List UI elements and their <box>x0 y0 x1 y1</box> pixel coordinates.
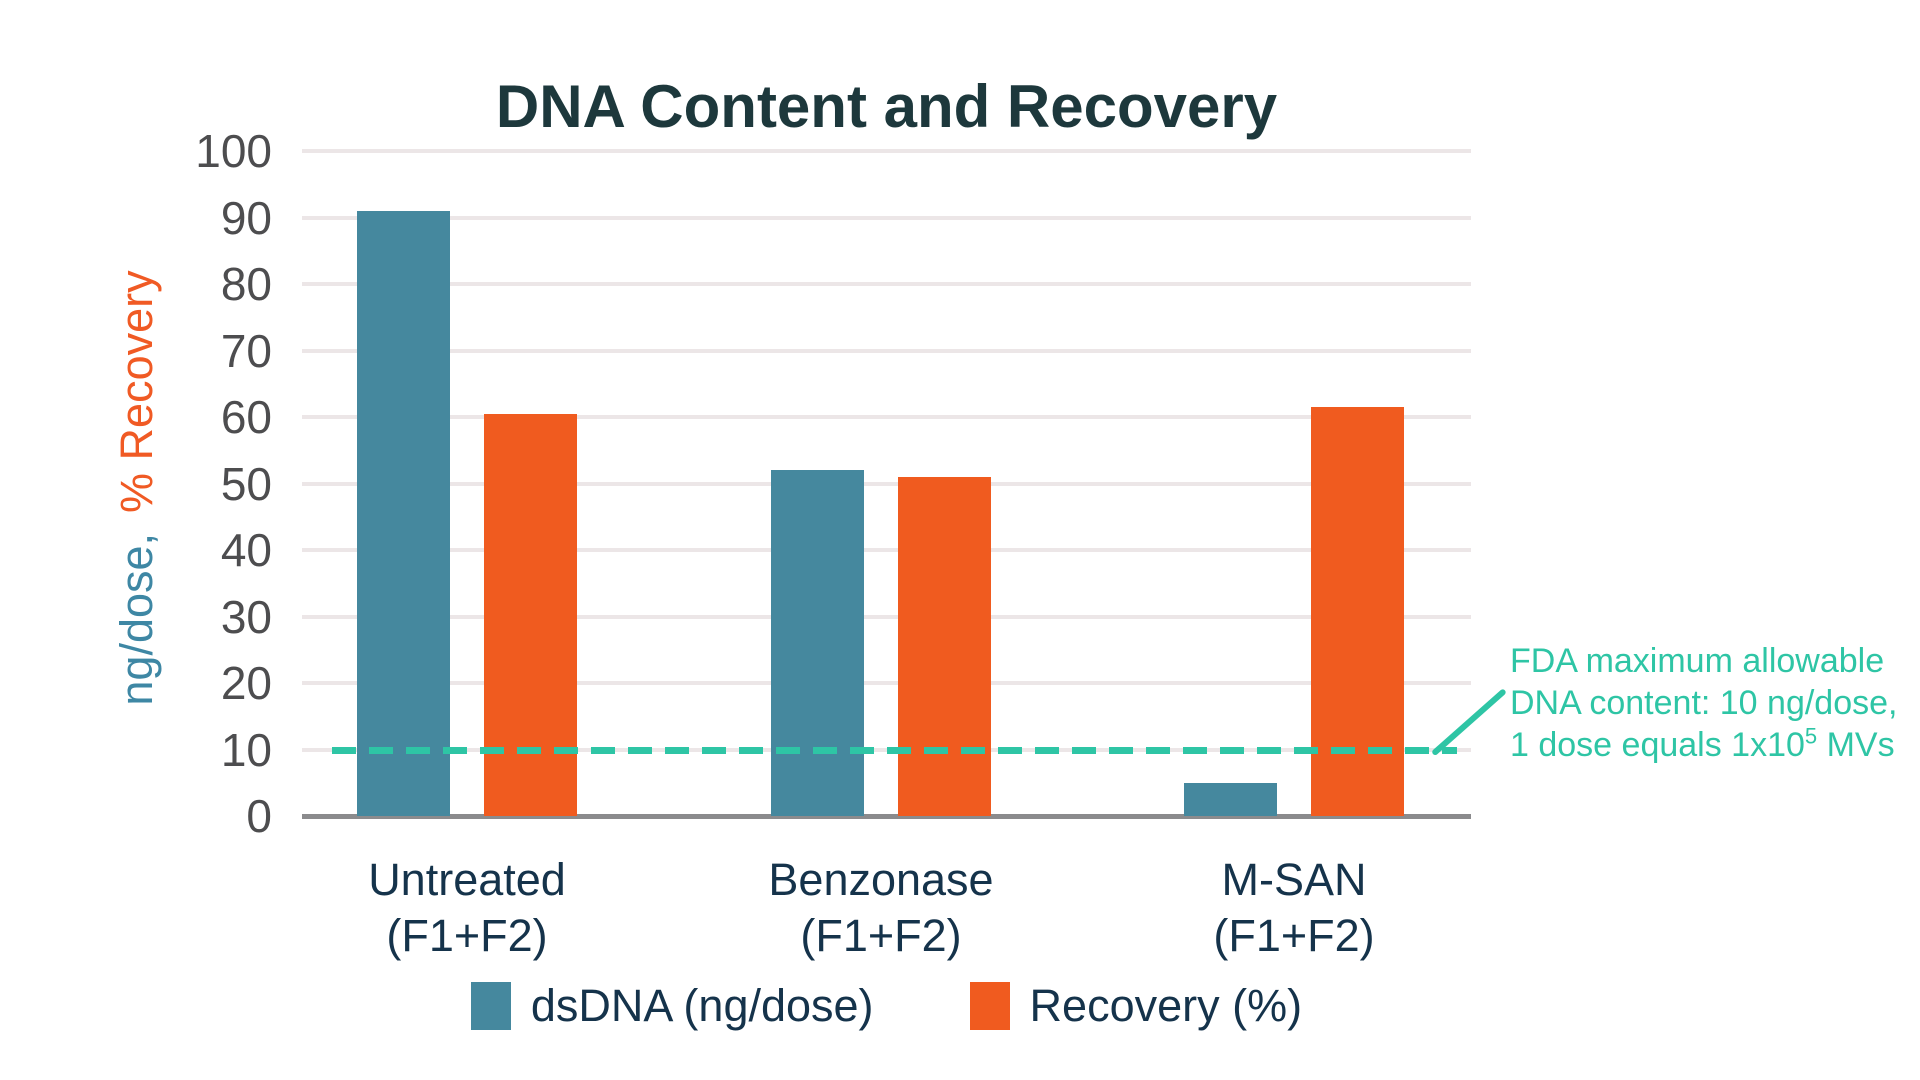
y-tick-70: 70 <box>220 324 272 377</box>
gridline-90 <box>302 215 1471 220</box>
y-tick-60: 60 <box>220 391 272 443</box>
gridline-40 <box>302 548 1471 552</box>
annotation-line-3: 1 dose equals 1x105 MVs <box>1510 723 1895 764</box>
legend-label-dsdna: dsDNA (ng/dose) <box>530 980 874 1031</box>
category-label-2-line2: (F1+F2) <box>1213 910 1375 961</box>
y-tick-80: 80 <box>220 258 272 310</box>
legend-label-recovery: Recovery (%) <box>1029 980 1303 1031</box>
legend-item-dsdna: dsDNA (ng/dose) <box>470 980 874 1032</box>
category-label-2-line1: M-SAN <box>1221 854 1367 905</box>
category-label-0-line1: Untreated <box>368 854 566 905</box>
category-label-0-line2: (F1+F2) <box>386 910 548 961</box>
annotation-callout-line <box>1431 687 1507 756</box>
fda-threshold-annotation: FDA maximum allowable DNA content: 10 ng… <box>1510 640 1920 766</box>
annotation-line-2: DNA content: 10 ng/dose, <box>1510 684 1898 722</box>
gridline-80 <box>302 282 1471 286</box>
legend-swatch-dsdna <box>470 982 511 1030</box>
y-tick-10: 10 <box>220 723 272 776</box>
x-axis-line <box>302 814 1471 819</box>
bar-dsdna-0 <box>357 210 450 816</box>
bar-dsdna-1 <box>771 470 864 816</box>
legend-swatch-recovery <box>969 982 1010 1030</box>
bar-recovery-0 <box>484 413 577 816</box>
bar-dsdna-2 <box>1184 782 1277 816</box>
plot-area <box>302 149 1507 819</box>
annotation-superscript: 5 <box>1804 723 1818 749</box>
gridline-60 <box>302 415 1471 419</box>
fda-threshold-line <box>332 746 1457 754</box>
bar-recovery-2 <box>1311 407 1404 816</box>
y-tick-30: 30 <box>220 590 272 643</box>
chart-legend: dsDNA (ng/dose) Recovery (%) <box>302 980 1471 1032</box>
gridline-50 <box>302 481 1471 486</box>
y-tick-100: 100 <box>195 125 272 177</box>
gridline-70 <box>302 348 1471 353</box>
gridline-100 <box>302 149 1471 153</box>
category-label-1-line1: Benzonase <box>768 854 994 905</box>
y-tick-50: 50 <box>220 457 272 510</box>
legend-item-recovery: Recovery (%) <box>969 980 1303 1032</box>
gridline-20 <box>302 681 1471 685</box>
y-tick-0: 0 <box>246 790 272 842</box>
category-label-1-line2: (F1+F2) <box>800 910 962 961</box>
chart-title: DNA Content and Recovery <box>495 73 1278 141</box>
y-tick-20: 20 <box>220 657 272 709</box>
category-label-2: M-SAN (F1+F2) <box>1134 852 1454 964</box>
gridline-30 <box>302 614 1471 619</box>
annotation-line-1: FDA maximum allowable <box>1510 642 1885 680</box>
bar-recovery-1 <box>898 476 991 816</box>
category-label-0: Untreated (F1+F2) <box>307 852 627 964</box>
y-tick-40: 40 <box>220 524 272 576</box>
y-tick-90: 90 <box>220 191 272 244</box>
category-label-1: Benzonase (F1+F2) <box>721 852 1041 964</box>
